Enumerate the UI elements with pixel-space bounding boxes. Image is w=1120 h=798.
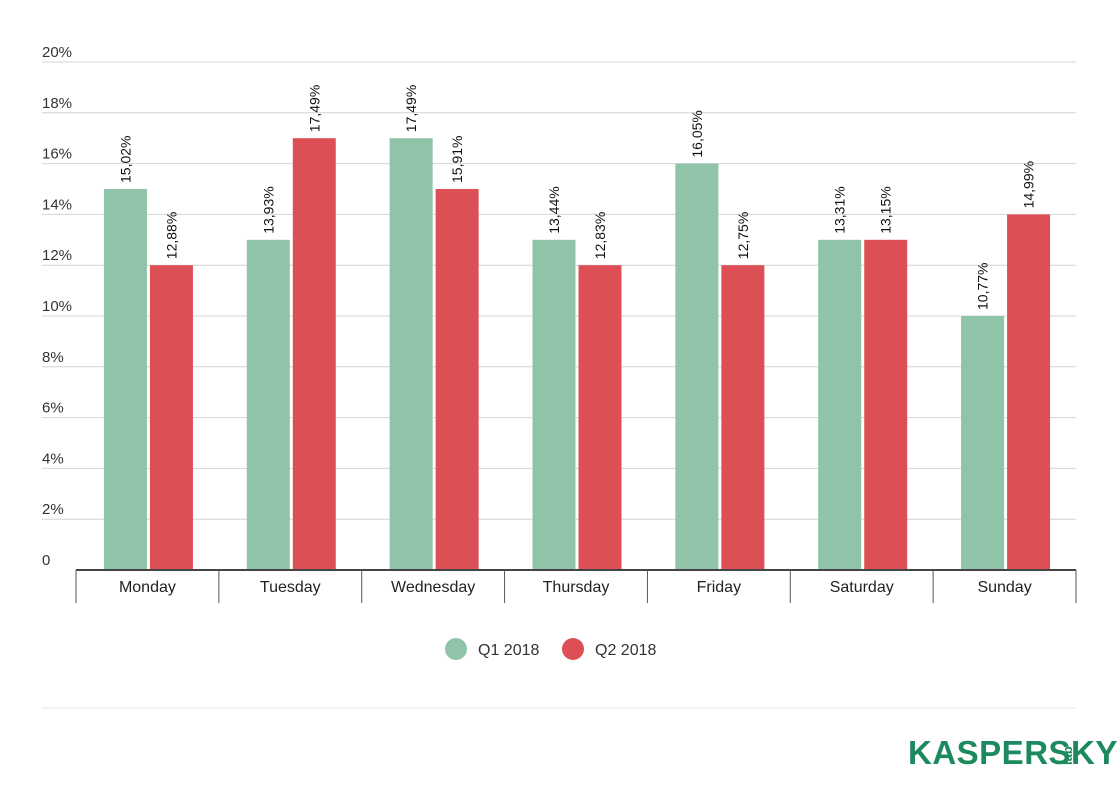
brand-name: KASPERSKY (908, 734, 1118, 771)
y-tick-label: 14% (42, 196, 72, 213)
x-tick-label: Saturday (830, 579, 894, 596)
data-label: 12,75% (735, 212, 751, 259)
legend-label: Q2 2018 (595, 642, 656, 659)
bar-wednesday-1 (389, 138, 433, 570)
y-tick-label: 8% (42, 349, 64, 366)
data-label: 15,02% (117, 136, 133, 183)
data-label: 16,05% (689, 110, 705, 157)
y-tick-label: 6% (42, 400, 64, 417)
data-labels: 15,02% 12,88% 13,93% 17,49% 17,49% 15,91% 13,4… (117, 85, 1036, 310)
x-tick-label: Wednesday (391, 579, 475, 596)
bar-tuesday-2 (292, 138, 336, 570)
x-tick-label: Monday (119, 579, 176, 596)
data-label: 17,49% (403, 85, 419, 132)
y-tick-label: 12% (42, 247, 72, 264)
bar-saturday-1 (818, 239, 862, 571)
x-tick-label: Thursday (543, 579, 610, 596)
y-tick-label: 18% (42, 95, 72, 112)
data-label: 12,88% (163, 212, 179, 259)
bar-monday-2 (149, 265, 193, 570)
data-label: 15,91% (449, 136, 465, 183)
x-tick-label: Tuesday (260, 579, 321, 596)
data-label: 14,99% (1021, 161, 1037, 208)
legend-label: Q1 2018 (478, 642, 539, 659)
brand-suffix: lab (1060, 746, 1075, 765)
x-axis: Monday Tuesday Wednesday Thursday Friday Satu… (75, 569, 1077, 603)
x-tick-label: Friday (697, 579, 741, 596)
data-label: 13,31% (832, 186, 848, 233)
bar-thursday-2 (578, 265, 622, 570)
y-tick-label: 16% (42, 146, 72, 163)
data-label: 13,44% (546, 186, 562, 233)
y-tick-label: 2% (42, 501, 64, 518)
data-label: 17,49% (306, 85, 322, 132)
bar-monday-1 (103, 189, 147, 570)
y-tick-label: 10% (42, 298, 72, 315)
bar-sunday-1 (961, 316, 1005, 570)
bar-thursday-1 (532, 239, 576, 571)
data-label: 13,15% (878, 186, 894, 233)
bar-tuesday-1 (246, 239, 290, 571)
y-tick-label: 4% (42, 450, 64, 467)
data-label: 12,83% (592, 212, 608, 259)
legend-swatch (445, 638, 467, 660)
data-label: 10,77% (975, 263, 991, 310)
bar-friday-1 (675, 163, 719, 570)
bar-wednesday-2 (435, 189, 479, 570)
x-tick-label: Sunday (977, 579, 1031, 596)
bar-sunday-2 (1007, 214, 1051, 570)
bars (103, 138, 1051, 571)
data-label: 13,93% (260, 186, 276, 233)
legend-swatch (562, 638, 584, 660)
kaspersky-lab-logo: KASPERSKY lab (908, 734, 1118, 771)
legend: Q1 2018 Q2 2018 (445, 638, 656, 660)
y-axis-tick-labels: 0 2% 4% 6% 8% 10% 12% 14% 16% 18% 20% (42, 44, 72, 569)
y-tick-label: 20% (42, 44, 72, 61)
bar-friday-2 (721, 265, 765, 570)
bar-saturday-2 (864, 239, 908, 571)
y-tick-label: 0 (42, 552, 50, 569)
